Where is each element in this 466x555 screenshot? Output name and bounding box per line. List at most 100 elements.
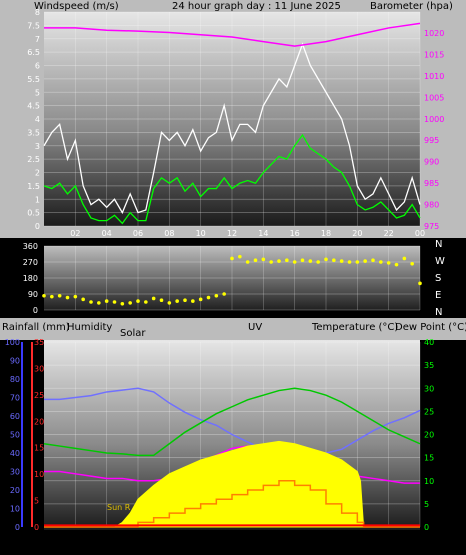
chart-title: 24 hour graph day : 11 June 2025 — [172, 1, 341, 12]
direction-point — [269, 260, 273, 264]
bottom-x-tick-label: 12 — [227, 540, 237, 549]
barometer-y-tick-label: 985 — [424, 179, 439, 188]
bottom-x-tick-label: 18 — [321, 540, 331, 549]
bottom-series-line-0 — [44, 387, 421, 456]
direction-point — [292, 260, 297, 264]
compass-label-s: S — [435, 273, 441, 284]
direction-point — [418, 281, 422, 286]
direction-point — [42, 293, 46, 298]
rainfall-y-tick-label: 5 — [34, 497, 39, 506]
humidity-y-tick-label: 30 — [10, 468, 20, 477]
bottom-series-line-4 — [44, 480, 420, 528]
direction-point — [136, 299, 140, 303]
direction-point — [324, 257, 328, 262]
temperature-y-tick-label: 40 — [424, 338, 434, 347]
bottom-x-tick-label: 08 — [164, 540, 174, 549]
humidity-y-tick-label: 60 — [10, 412, 20, 421]
bottom-x-tick-label: 06 — [133, 540, 143, 549]
tick-labels: 0 0.5 1 1.5 2 2.5 3 3.5 4 4.5 5 5.5 6 6.5 7 7.5 8 975 980 9… — [5, 8, 445, 549]
direction-point — [89, 300, 93, 304]
top-x-tick-label: 04 — [102, 229, 112, 238]
windspeed-y-tick-label: 7.5 — [27, 21, 40, 30]
humidity-y-tick-label: 90 — [10, 357, 20, 366]
temperature-y-tick-label: 0 — [424, 523, 429, 532]
direction-y-tick-label: 270 — [23, 258, 38, 267]
direction-point — [57, 293, 62, 298]
barometer-y-tick-label: 995 — [424, 136, 439, 145]
rainfall-axis-label: Rainfall (mm) — [2, 322, 70, 333]
temperature-y-tick-label: 15 — [424, 454, 434, 463]
direction-point — [363, 259, 367, 263]
direction-point — [308, 259, 313, 263]
temperature-y-tick-label: 25 — [424, 407, 434, 416]
direction-point — [214, 293, 219, 298]
direction-point — [261, 257, 266, 262]
humidity-y-tick-label: 100 — [5, 338, 20, 347]
direction-point — [175, 299, 179, 303]
direction-y-tick-label: 0 — [33, 306, 38, 315]
direction-point — [332, 258, 336, 263]
windspeed-y-tick-label: 1 — [35, 195, 40, 204]
direction-point — [144, 300, 148, 304]
top-x-tick-label: 18 — [321, 229, 331, 238]
direction-point — [50, 294, 54, 299]
barometer-y-tick-label: 1010 — [424, 72, 444, 81]
windspeed-y-tick-label: 6.5 — [27, 48, 40, 57]
temperature-y-tick-label: 10 — [424, 477, 434, 486]
direction-point — [339, 259, 344, 263]
direction-point — [277, 259, 281, 263]
direction-point — [379, 260, 383, 264]
bottom-x-tick-label: 02 — [70, 540, 80, 549]
top-x-tick-label: 06 — [133, 229, 143, 238]
windspeed-y-tick-label: 8 — [35, 8, 40, 17]
humidity-y-tick-label: 50 — [10, 431, 20, 440]
humidity-y-tick-label: 0 — [15, 523, 20, 532]
top-x-tick-label: 16 — [290, 229, 300, 238]
direction-point — [183, 298, 187, 303]
windspeed-y-tick-label: 4 — [35, 115, 40, 124]
solar-axis-label: Solar — [120, 328, 146, 339]
direction-point — [402, 256, 407, 261]
chart-marks — [42, 22, 422, 528]
sunrise-marker-label: Sun R — [107, 503, 131, 512]
bottom-x-tick-label: 00 — [415, 540, 425, 549]
compass-label-w: W — [435, 256, 445, 267]
compass-label-e: E — [435, 290, 441, 301]
top-x-tick-label: 14 — [258, 229, 268, 238]
windspeed-y-tick-label: 5.5 — [27, 75, 40, 84]
uv-axis-label: UV — [248, 322, 262, 333]
barometer-y-tick-label: 975 — [424, 222, 439, 231]
direction-point — [112, 300, 117, 304]
direction-point — [245, 260, 250, 264]
humidity-y-tick-label: 70 — [10, 394, 20, 403]
direction-point — [198, 297, 203, 302]
direction-point — [81, 297, 85, 302]
humidity-axis-label: Humidity — [67, 322, 112, 333]
barometer-y-tick-label: 1015 — [424, 50, 444, 59]
rainfall-y-tick-label: 30 — [34, 364, 44, 373]
bottom-x-tick-label: 16 — [290, 540, 300, 549]
direction-point — [191, 299, 195, 303]
top-series-line-1 — [43, 133, 421, 225]
temperature-y-tick-label: 5 — [424, 500, 429, 509]
humidity-y-tick-label: 80 — [10, 375, 20, 384]
barometer-y-tick-label: 1020 — [424, 29, 444, 38]
rainfall-y-tick-label: 35 — [34, 338, 44, 347]
direction-point — [128, 301, 132, 305]
windspeed-y-tick-label: 0.5 — [27, 209, 40, 218]
top-series-line-2 — [44, 22, 421, 47]
direction-point — [316, 260, 320, 264]
rainfall-y-tick-label: 10 — [34, 470, 44, 479]
windspeed-y-tick-label: 7 — [35, 35, 40, 44]
top-plot-area — [44, 12, 420, 226]
bottom-series-line-1 — [43, 387, 421, 457]
top-x-tick-label: 02 — [70, 229, 80, 238]
bottom-x-tick-label: 14 — [258, 540, 268, 549]
compass-label-n-bottom: N — [435, 307, 442, 318]
compass-label-n-top: N — [435, 239, 442, 250]
rainfall-y-tick-label: 15 — [34, 444, 44, 453]
temperature-y-tick-label: 35 — [424, 361, 434, 370]
bottom-header-frame — [0, 318, 466, 340]
windspeed-y-tick-label: 6 — [35, 62, 40, 71]
